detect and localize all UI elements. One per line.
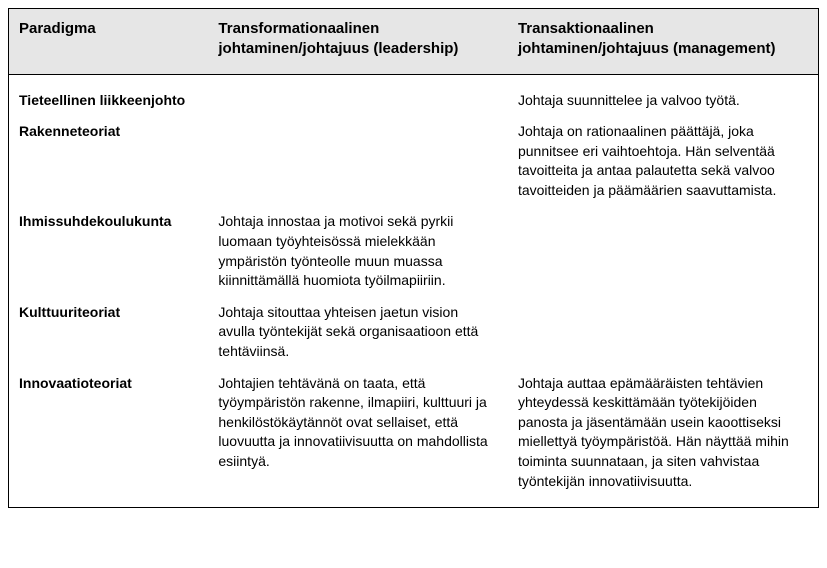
row-cell-transformational: Johtaja sitouttaa yhteisen jaetun vision… bbox=[208, 297, 508, 368]
row-label: Tieteellinen liikkeenjohto bbox=[19, 92, 185, 108]
row-cell-transactional: Johtaja suunnittelee ja valvoo työtä. bbox=[508, 74, 819, 116]
table-row: Innovaatioteoriat Johtajien tehtävänä on… bbox=[9, 368, 819, 508]
row-cell-transformational: Johtaja innostaa ja motivoi sekä pyrkii … bbox=[208, 206, 508, 296]
cell-text: Johtaja sitouttaa yhteisen jaetun vision… bbox=[218, 304, 478, 359]
table-row: Rakenneteoriat Johtaja on rationaalinen … bbox=[9, 116, 819, 206]
paradigm-table: Paradigma Transformationaalinen johtamin… bbox=[8, 8, 819, 508]
header-label: Transformationaalinen johtaminen/johtaju… bbox=[218, 20, 458, 57]
row-label: Ihmissuhdekoulukunta bbox=[19, 213, 171, 229]
row-cell-transactional bbox=[508, 206, 819, 296]
table-header-row: Paradigma Transformationaalinen johtamin… bbox=[9, 9, 819, 75]
row-label-cell: Ihmissuhdekoulukunta bbox=[9, 206, 209, 296]
row-cell-transactional: Johtaja auttaa epämääräisten tehtävien y… bbox=[508, 368, 819, 508]
header-label: Transaktionaalinen johtaminen/johtajuus … bbox=[518, 20, 776, 57]
cell-text: Johtaja suunnittelee ja valvoo työtä. bbox=[518, 92, 740, 108]
table-row: Kulttuuriteoriat Johtaja sitouttaa yhtei… bbox=[9, 297, 819, 368]
table-row: Tieteellinen liikkeenjohto Johtaja suunn… bbox=[9, 74, 819, 116]
header-cell-paradigm: Paradigma bbox=[9, 9, 209, 75]
row-label: Rakenneteoriat bbox=[19, 123, 120, 139]
row-label: Kulttuuriteoriat bbox=[19, 304, 120, 320]
row-label-cell: Rakenneteoriat bbox=[9, 116, 209, 206]
header-label: Paradigma bbox=[19, 20, 96, 37]
header-cell-transformational: Transformationaalinen johtaminen/johtaju… bbox=[208, 9, 508, 75]
row-cell-transformational: Johtajien tehtävänä on taata, että työym… bbox=[208, 368, 508, 508]
row-label-cell: Kulttuuriteoriat bbox=[9, 297, 209, 368]
cell-text: Johtaja auttaa epämääräisten tehtävien y… bbox=[518, 375, 789, 489]
row-label-cell: Tieteellinen liikkeenjohto bbox=[9, 74, 209, 116]
cell-text: Johtajien tehtävänä on taata, että työym… bbox=[218, 375, 487, 469]
row-cell-transactional: Johtaja on rationaalinen päättäjä, joka … bbox=[508, 116, 819, 206]
row-label: Innovaatioteoriat bbox=[19, 375, 132, 391]
table-row: Ihmissuhdekoulukunta Johtaja innostaa ja… bbox=[9, 206, 819, 296]
header-cell-transactional: Transaktionaalinen johtaminen/johtajuus … bbox=[508, 9, 819, 75]
row-label-cell: Innovaatioteoriat bbox=[9, 368, 209, 508]
cell-text: Johtaja on rationaalinen päättäjä, joka … bbox=[518, 123, 776, 198]
cell-text: Johtaja innostaa ja motivoi sekä pyrkii … bbox=[218, 213, 453, 288]
row-cell-transactional bbox=[508, 297, 819, 368]
row-cell-transformational bbox=[208, 74, 508, 116]
row-cell-transformational bbox=[208, 116, 508, 206]
